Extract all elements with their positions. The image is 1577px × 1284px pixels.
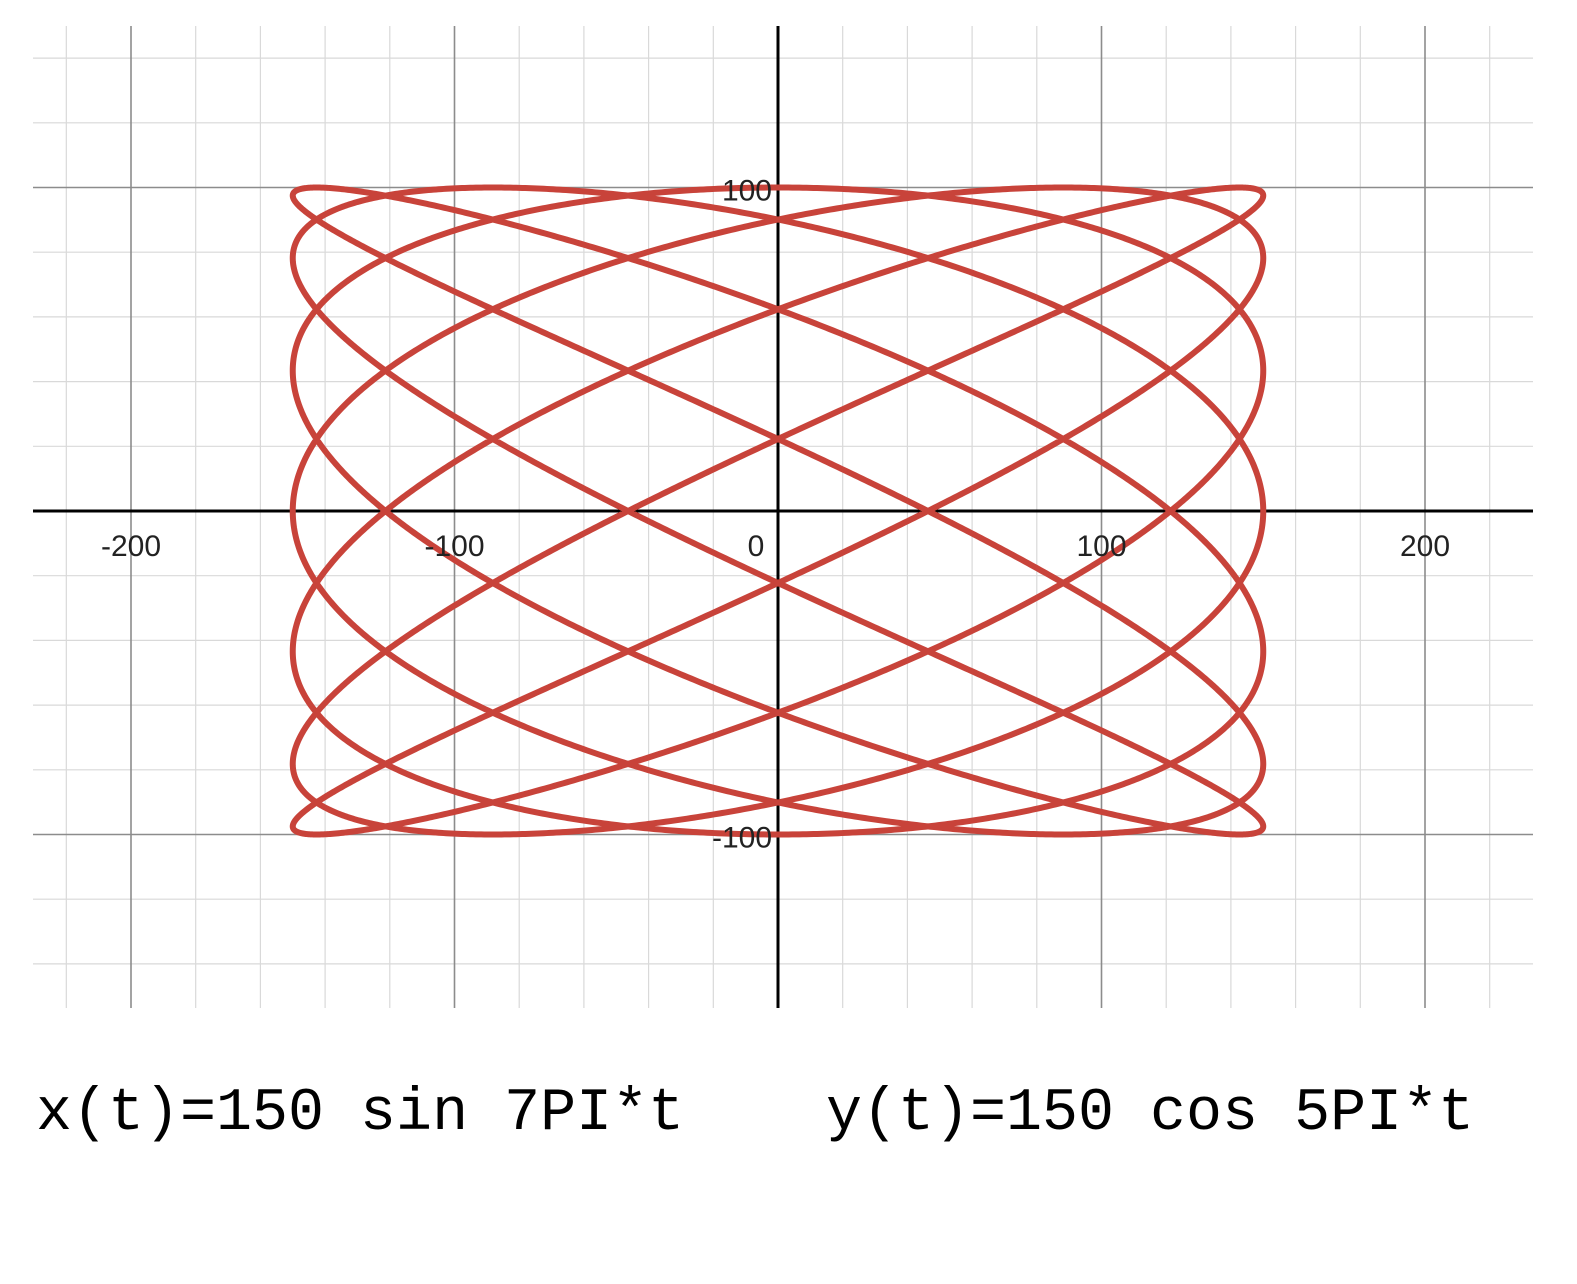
y-tick-label: -100 xyxy=(712,822,772,855)
curve-layer xyxy=(289,184,1267,838)
y-tick-label: 100 xyxy=(722,175,772,208)
x-tick-label: 200 xyxy=(1400,530,1450,563)
tick-labels: -200 -100 0 100 200 100 -100 xyxy=(101,175,1450,855)
minor-grid xyxy=(33,26,1533,1008)
axes xyxy=(33,26,1533,1008)
x-tick-label: -200 xyxy=(101,530,161,563)
series-line-0 xyxy=(289,184,1267,838)
y-equation: y(t)=150 cos 5PI*t xyxy=(826,1080,1475,1148)
x-equation: x(t)=150 sin 7PI*t xyxy=(36,1080,685,1148)
lissajous-chart: -200 -100 0 100 200 100 -100 xyxy=(33,26,1533,1008)
major-grid xyxy=(33,26,1533,1008)
x-tick-label: 100 xyxy=(1076,530,1126,563)
equation-caption: x(t)=150 sin 7PI*t y(t)=150 cos 5PI*t xyxy=(0,1080,1577,1170)
x-tick-label: -100 xyxy=(424,530,484,563)
x-tick-label: 0 xyxy=(748,530,765,563)
